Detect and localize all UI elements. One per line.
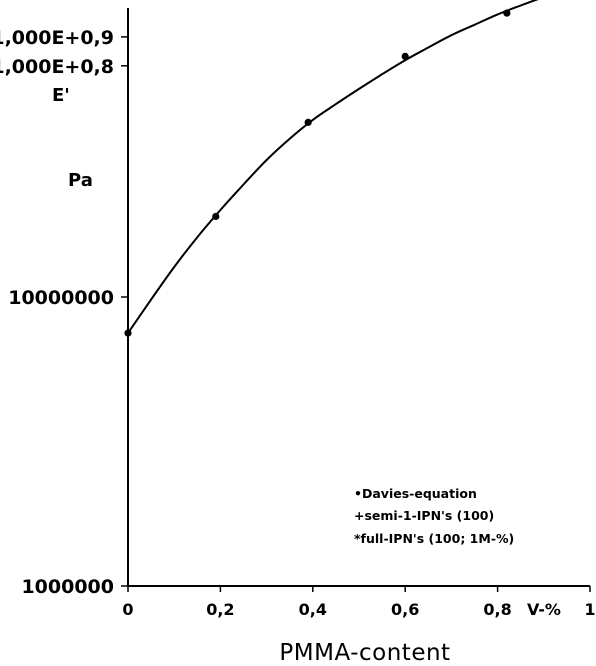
data-point	[124, 329, 132, 337]
x-tick-label: 1	[584, 600, 595, 619]
data-points	[124, 9, 511, 337]
x-axis-unit: V-%	[527, 600, 561, 619]
data-point	[401, 52, 409, 61]
x-tick-label: 0,2	[206, 600, 234, 619]
data-point	[212, 212, 220, 221]
data-point	[304, 118, 312, 126]
data-line-davies-equation	[127, 0, 539, 334]
data-point	[503, 9, 511, 17]
legend-entry-semi-ipn: +semi-1-IPN's (100)	[354, 508, 494, 523]
legend-entry-full-ipn: *full-IPN's (100; 1M-%)	[354, 531, 514, 546]
x-tick-label: 0	[122, 600, 133, 619]
y-tick-label: 10000000	[8, 287, 114, 309]
x-axis-title: PMMA-content	[279, 640, 450, 666]
x-tick-label: 0,8	[483, 600, 511, 619]
y-tick-label: 1,000E+0,9	[0, 27, 114, 49]
x-tick-label: 0,6	[391, 600, 419, 619]
y-axis-label-unit: Pa	[68, 170, 93, 191]
legend: •Davies-equation +semi-1-IPN's (100) *fu…	[354, 486, 514, 546]
y-tick-label: 1,000E+0,8	[0, 56, 114, 78]
x-tick-labels: 0 0,2 0,4 0,6 0,8 1	[122, 586, 596, 619]
y-tick-label: 1000000	[21, 576, 114, 598]
legend-entry-davies: •Davies-equation	[354, 486, 477, 501]
x-tick-label: 0,4	[299, 600, 327, 619]
y-tick-labels: 1000000 10000000 1,000E+0,8 1,000E+0,9	[0, 27, 128, 598]
y-axis-label-eprime: E'	[52, 85, 70, 106]
